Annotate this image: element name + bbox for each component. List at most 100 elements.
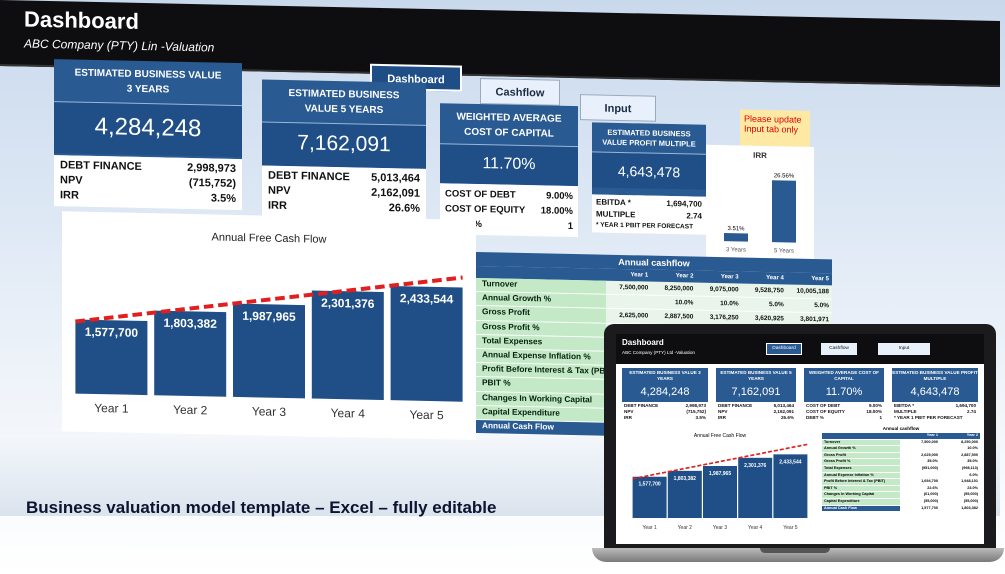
cashflow-bar-label: 1,987,965 — [709, 471, 731, 477]
mini-nav-cashflow[interactable]: Cashflow — [821, 343, 857, 355]
nav-cashflow-button[interactable]: Cashflow — [480, 78, 560, 106]
irr-chart: IRR 3.51% 3 Years 26.56% 5 Years — [706, 144, 814, 260]
irr-bar-label: 3.51% — [727, 226, 745, 232]
laptop-notch — [760, 548, 830, 553]
mini-kpi-card: ESTIMATED BUSINESS VALUE 3 YEARS 4,284,24… — [622, 368, 708, 422]
kpi-value: 11.70% — [482, 155, 536, 174]
irr-chart-title: IRR — [753, 151, 767, 160]
table-cell: 10.0% — [674, 299, 694, 307]
kpi-title: ESTIMATED BUSINESS VALUE 5 YEARS — [288, 88, 400, 117]
cashflow-bar-label: 1,577,700 — [638, 482, 660, 488]
laptop-screen: Dashboard ABC Company (PTY) Ltd -Valuati… — [616, 334, 984, 544]
mini-subtitle: ABC Company (PTY) Ltd -Valuation — [622, 350, 695, 355]
cashflow-category-label: Year 4 — [748, 525, 762, 531]
metric-row: IRR 26.6% — [268, 199, 420, 215]
kpi-value: 4,284,248 — [94, 112, 202, 143]
kpi-value: 7,162,091 — [297, 131, 391, 157]
row-label: Total Expenses — [476, 334, 606, 351]
mini-kpi-value: 11.70% — [825, 386, 863, 398]
cashflow-chart: Annual Free Cash Flow 1,577,700 Year 1 1,8… — [62, 211, 476, 440]
table-cell: 7,500,000 — [619, 283, 649, 292]
warning-note: Please update Input tab only — [740, 109, 810, 147]
cashflow-chart-title: Annual Free Cash Flow — [212, 231, 327, 245]
cashflow-category-label: Year 5 — [409, 408, 444, 423]
cashflow-category-label: Year 1 — [642, 525, 656, 531]
row-label: Gross Profit % — [476, 320, 606, 337]
table-cell: 5.0% — [768, 301, 784, 309]
mini-metric-row: MULTIPLE 2.74 — [894, 409, 976, 414]
row-label: Turnover — [476, 277, 606, 294]
mini-table-row: Gross Profit % 35.0% 35.0% — [822, 459, 980, 466]
cashflow-category-label: Year 2 — [678, 525, 692, 531]
table-cell: 5.0% — [814, 302, 830, 310]
irr-bar — [772, 180, 796, 243]
cashflow-bar — [738, 457, 773, 518]
row-label: Capital Expenditure — [476, 405, 606, 422]
row-label: Profit Before Interest & Tax (PBIT) — [476, 363, 606, 380]
row-label: Annual Growth % — [476, 292, 606, 309]
cashflow-bar — [773, 454, 808, 518]
page-subtitle: ABC Company (PTY) Lin -Valuation — [24, 36, 215, 55]
cashflow-bar-label: 1,803,382 — [164, 316, 218, 331]
mini-table-row: Profit Before Interest & Tax (PBIT) 1,694… — [822, 479, 980, 486]
kpi-title: WEIGHTED AVERAGE COST OF CAPITAL — [456, 111, 562, 140]
kpi-value: 4,643,478 — [617, 162, 681, 181]
mini-metric-row: IRR 26.6% — [718, 415, 794, 420]
cashflow-category-label: Year 4 — [331, 406, 366, 421]
cashflow-bar-label: 2,433,544 — [400, 291, 454, 306]
cashflow-category-label: Year 1 — [94, 401, 129, 416]
row-label: Changes In Working Capital — [476, 391, 606, 408]
mini-metric-row: EBITDA * 1,694,700 — [894, 403, 976, 408]
mini-table-row: Gross Profit 2,625,000 2,887,500 — [822, 452, 980, 460]
cashflow-bar-label: 2,433,544 — [779, 459, 801, 465]
kpi-title: ESTIMATED BUSINESS VALUE PROFIT MULTIPLE — [602, 127, 696, 149]
mini-nav-input[interactable]: Input — [878, 343, 930, 355]
row-label: Annual Cash Flow — [476, 419, 606, 436]
mini-table-row: Changes In Working Capital (61,000) (95,00… — [822, 492, 980, 499]
column-header: Year 5 — [811, 275, 830, 283]
row-label: PBIT % — [476, 377, 606, 394]
table-cell: 9,075,000 — [709, 285, 739, 294]
column-header: Year 1 — [630, 272, 649, 279]
mini-table-row: Total Expenses (951,000) (998,113) — [822, 465, 980, 473]
mini-table-row: Annual Cash Flow 1,577,700 1,803,382 — [822, 505, 980, 513]
mini-title: Dashboard — [622, 338, 664, 347]
column-header: Year 3 — [720, 274, 739, 281]
kpi-card-5-years: ESTIMATED BUSINESS VALUE 5 YEARS 7,162,0… — [262, 79, 426, 220]
kpi-card-3-years: ESTIMATED BUSINESS VALUE 3 YEARS 4,284,2… — [54, 59, 242, 211]
cashflow-bar — [75, 319, 148, 396]
table-cell — [606, 295, 651, 309]
table-cell: 8,250,000 — [664, 284, 694, 293]
cashflow-bar — [703, 466, 737, 518]
mini-kpi-title: ESTIMATED BUSINESS VALUE PROFIT MULTIPLE — [892, 370, 978, 381]
cashflow-bar-label: 2,301,376 — [321, 296, 375, 311]
mini-table-row: Annual Expense Inflation % 6.0% — [822, 472, 980, 480]
table-cell: 9,528,750 — [754, 286, 784, 295]
mini-kpi-title: WEIGHTED AVERAGE COST OF CAPITAL — [809, 370, 879, 381]
mini-cashflow-chart: Annual Free Cash Flow 1,577,700 Year 1 1,8… — [622, 426, 818, 536]
mini-metric-row: * YEAR 1 PBIT PER FORECAST — [894, 415, 963, 420]
table-cell: 2,887,500 — [664, 313, 694, 321]
table-cell: 10,005,188 — [796, 287, 830, 296]
row-label: Gross Profit — [476, 306, 606, 323]
mini-chart-title: Annual Free Cash Flow — [694, 433, 747, 439]
cashflow-bar — [632, 476, 667, 518]
mini-kpi-card: ESTIMATED BUSINESS VALUE 5 YEARS 7,162,09… — [716, 368, 796, 422]
metric-row: * YEAR 1 PBIT PER FORECAST — [596, 221, 694, 231]
mini-metric-row: COST OF EQUITY 18.00% — [806, 409, 882, 414]
cashflow-category-label: Year 3 — [713, 525, 727, 531]
cashflow-bar-label: 1,987,965 — [242, 309, 296, 324]
nav-input-button[interactable]: Input — [580, 94, 656, 122]
cashflow-bar-label: 2,301,376 — [744, 463, 766, 469]
cashflow-category-label: Year 5 — [783, 525, 797, 531]
mini-table-header: Year 1 Year 2 — [822, 433, 980, 440]
cashflow-bar — [154, 310, 227, 397]
mini-table-row: Annual Growth % 10.0% — [822, 446, 980, 453]
mini-table-title: Annual cashflow — [822, 426, 980, 433]
irr-chart-svg: IRR 3.51% 3 Years 26.56% 5 Years — [724, 151, 796, 255]
mini-nav-dashboard[interactable]: Dashboard — [766, 343, 802, 355]
mini-cashflow-table: Annual cashflow Year 1 Year 2 Turnover 7,50… — [822, 426, 980, 513]
mini-table-body: Year 1 Year 2 Turnover 7,500,000 8,250,000 An… — [822, 433, 980, 513]
mini-table-row: Turnover 7,500,000 8,250,000 — [822, 439, 980, 447]
